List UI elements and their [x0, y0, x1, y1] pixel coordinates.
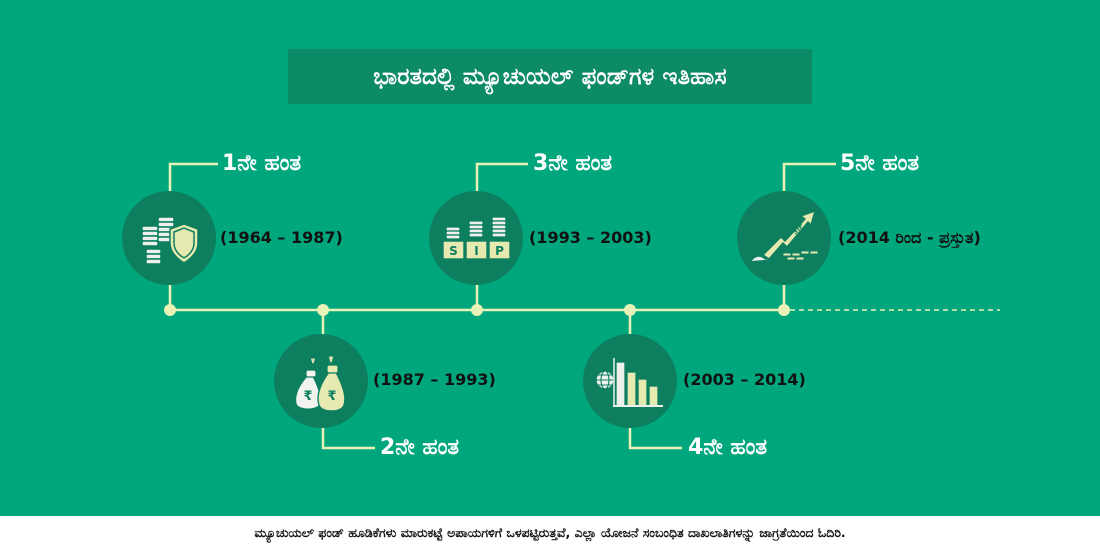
- phase-3-label: 3ನೇ ಹಂತ: [533, 151, 613, 176]
- phase-4-period: (2003 – 2014): [683, 370, 806, 389]
- page-title: ಭಾರತದಲ್ಲಿ ಮ್ಯೂಚುಯಲ್ ಫಂಡ್‌ಗಳ ಇತಿಹಾಸ: [373, 63, 727, 90]
- money-bags-icon: ₹ ₹: [294, 355, 346, 412]
- timeline-dot-phase-5: [778, 304, 790, 316]
- disclaimer-text: ಮ್ಯೂಚುಯಲ್ ಫಂಡ್ ಹೂಡಿಕೆಗಳು ಮಾರುಕಟ್ಟೆ ಅಪಾಯಗ…: [254, 525, 846, 540]
- phase-4-label: 4ನೇ ಹಂತ: [688, 435, 768, 460]
- phase-2-label: 2ನೇ ಹಂತ: [380, 435, 460, 460]
- phase-5-label: 5ನೇ ಹಂತ: [840, 151, 920, 176]
- phase-2-period: (1987 – 1993): [373, 370, 496, 389]
- timeline-dot-phase-3: [471, 304, 483, 316]
- sip-coins-icon: S I P: [442, 216, 511, 260]
- sip-letter-s: S: [449, 244, 458, 258]
- phase-3-icon-circle: S I P: [429, 191, 523, 285]
- infographic-canvas: ಭಾರತದಲ್ಲಿ ಮ್ಯೂಚುಯಲ್ ಫಂಡ್‌ಗಳ ಇತಿಹಾಸ: [0, 0, 1100, 516]
- phase-2-icon-circle: ₹ ₹: [274, 334, 368, 428]
- sip-letter-i: I: [474, 244, 478, 258]
- phase-3-period: (1993 – 2003): [529, 228, 652, 247]
- sip-letter-p: P: [495, 244, 504, 258]
- title-banner: ಭಾರತದಲ್ಲಿ ಮ್ಯೂಚುಯಲ್ ಫಂಡ್‌ಗಳ ಇತಿಹಾಸ: [288, 49, 812, 104]
- sip-growth-arrow-icon: SIP: [750, 210, 819, 262]
- phase-1-label: 1ನೇ ಹಂತ: [222, 151, 302, 176]
- disclaimer-bar: ಮ್ಯೂಚುಯಲ್ ಫಂಡ್ ಹೂಡಿಕೆಗಳು ಮಾರುಕಟ್ಟೆ ಅಪಾಯಗ…: [0, 516, 1100, 550]
- phase-1-period: (1964 – 1987): [220, 228, 343, 247]
- globe-bar-chart-icon: [595, 358, 663, 407]
- timeline-dot-phase-2: [317, 304, 329, 316]
- phase-1-icon-circle: [122, 191, 216, 285]
- phase-5-icon-circle: SIP: [737, 191, 831, 285]
- svg-text:₹: ₹: [303, 389, 312, 404]
- timeline-dot-phase-1: [164, 304, 176, 316]
- coins-shield-icon: [141, 216, 199, 265]
- timeline-dot-phase-4: [624, 304, 636, 316]
- phase-4-icon-circle: [583, 334, 677, 428]
- svg-text:₹: ₹: [327, 389, 336, 404]
- phase-5-period: (2014 ರಿಂದ - ಪ್ರಸ್ತುತ): [838, 228, 981, 247]
